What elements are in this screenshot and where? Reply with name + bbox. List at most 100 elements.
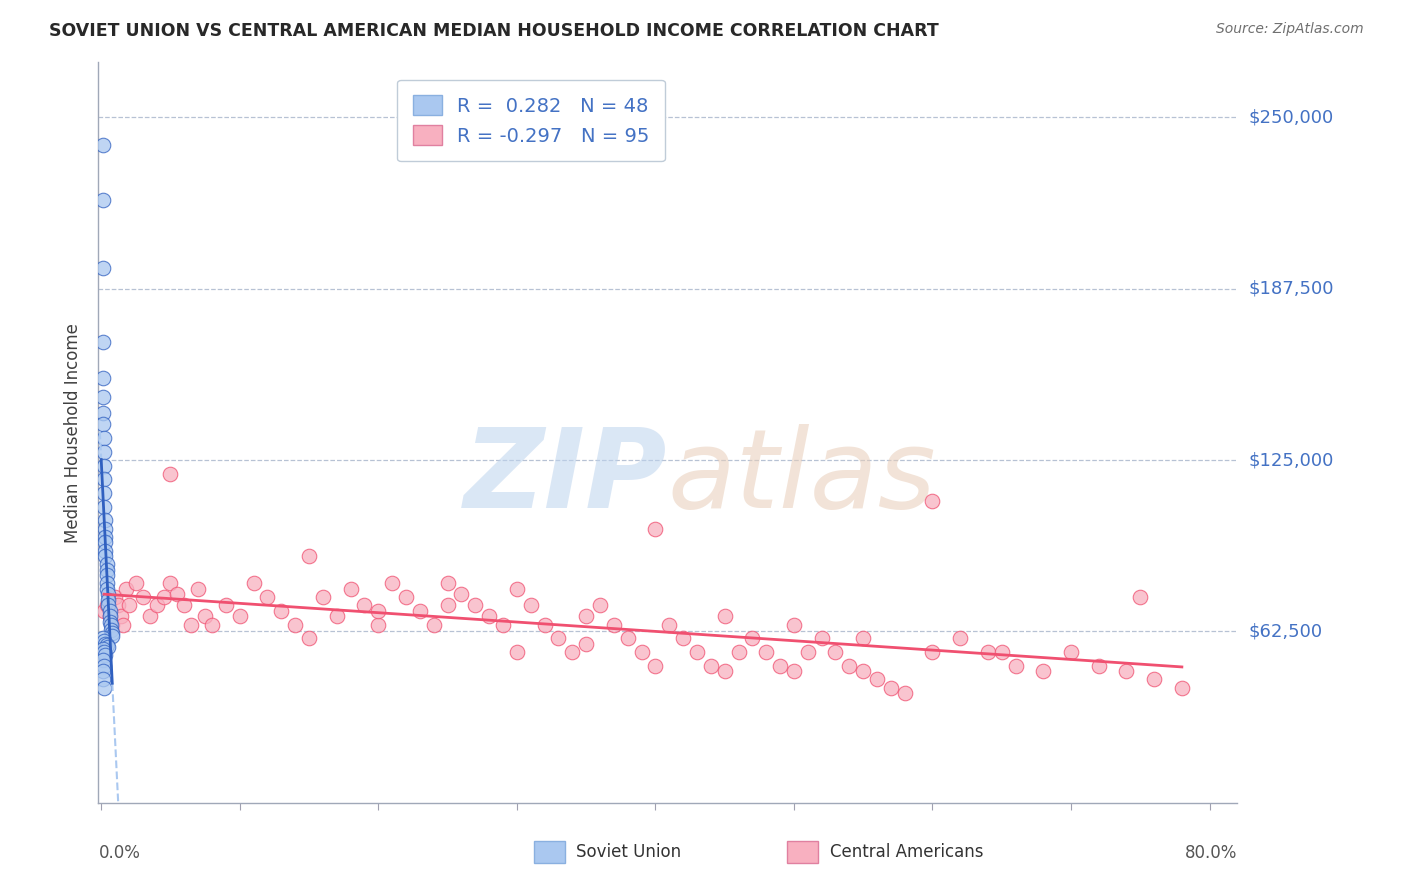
Point <box>616 632 638 646</box>
Point <box>381 576 404 591</box>
Point <box>96 558 118 572</box>
Point <box>921 494 943 508</box>
Point <box>547 632 569 646</box>
Text: ZIP: ZIP <box>464 424 668 531</box>
Point <box>589 599 612 613</box>
Point <box>96 568 118 582</box>
Point <box>533 617 555 632</box>
Point <box>686 645 709 659</box>
Point <box>93 500 115 514</box>
Point <box>159 467 181 481</box>
Point <box>98 604 121 618</box>
Point <box>852 632 875 646</box>
Point <box>658 617 681 632</box>
Point <box>866 673 889 687</box>
Point <box>367 617 389 632</box>
Point <box>852 664 875 678</box>
Text: 0.0%: 0.0% <box>98 844 141 862</box>
Point <box>436 599 458 613</box>
Point <box>115 582 138 596</box>
Point <box>1143 673 1166 687</box>
Point <box>118 599 141 613</box>
Point <box>478 609 501 624</box>
Point <box>91 632 114 646</box>
Point <box>112 617 135 632</box>
Point <box>256 590 278 604</box>
Y-axis label: Median Household Income: Median Household Income <box>65 323 83 542</box>
Point <box>107 599 129 613</box>
Point <box>91 673 114 687</box>
Point <box>630 645 652 659</box>
Point <box>91 335 114 350</box>
Point <box>94 522 117 536</box>
Point <box>921 645 943 659</box>
Point <box>96 582 118 596</box>
Point <box>91 642 114 657</box>
Point <box>1171 681 1194 695</box>
Point <box>298 632 321 646</box>
Point <box>138 609 160 624</box>
Point <box>187 582 209 596</box>
Point <box>194 609 217 624</box>
Point <box>395 590 418 604</box>
Point <box>93 681 115 695</box>
Text: 80.0%: 80.0% <box>1185 844 1237 862</box>
Point <box>93 486 115 500</box>
Point <box>101 625 124 640</box>
Point <box>325 609 347 624</box>
Point <box>672 632 695 646</box>
Point <box>91 261 114 276</box>
Point <box>94 543 117 558</box>
Point <box>101 617 124 632</box>
Point <box>97 640 120 654</box>
Point <box>713 609 735 624</box>
Point <box>110 609 132 624</box>
Point <box>97 593 120 607</box>
Point <box>152 590 174 604</box>
Point <box>838 658 860 673</box>
Point <box>96 638 118 652</box>
Point <box>91 193 114 207</box>
Point <box>824 645 846 659</box>
Text: SOVIET UNION VS CENTRAL AMERICAN MEDIAN HOUSEHOLD INCOME CORRELATION CHART: SOVIET UNION VS CENTRAL AMERICAN MEDIAN … <box>49 22 939 40</box>
Point <box>339 582 361 596</box>
Point <box>125 576 148 591</box>
Point <box>166 587 188 601</box>
Point <box>93 458 115 473</box>
Text: atlas: atlas <box>668 424 936 531</box>
Point <box>91 406 114 420</box>
Point <box>741 632 763 646</box>
Point <box>91 653 114 667</box>
Point <box>519 599 541 613</box>
Point <box>1129 590 1152 604</box>
Point <box>242 576 264 591</box>
Point <box>98 609 121 624</box>
Point <box>284 617 307 632</box>
Point <box>104 590 127 604</box>
Point <box>894 686 917 700</box>
Point <box>93 472 115 486</box>
Point <box>270 604 292 618</box>
Point <box>91 417 114 432</box>
Point <box>506 582 529 596</box>
Point <box>93 445 115 459</box>
Point <box>93 645 115 659</box>
Point <box>96 576 118 591</box>
Point <box>990 645 1012 659</box>
Point <box>353 599 375 613</box>
Point <box>180 617 202 632</box>
Point <box>98 609 121 624</box>
Point <box>783 664 806 678</box>
Point <box>409 604 432 618</box>
Point <box>100 617 122 632</box>
Point <box>91 371 114 385</box>
Point <box>367 604 389 618</box>
Point <box>94 535 117 549</box>
Text: Central Americans: Central Americans <box>830 843 983 862</box>
Point <box>797 645 820 659</box>
Point <box>755 645 778 659</box>
Point <box>575 609 598 624</box>
Point <box>97 587 120 601</box>
Point <box>1004 658 1026 673</box>
Point <box>1087 658 1109 673</box>
